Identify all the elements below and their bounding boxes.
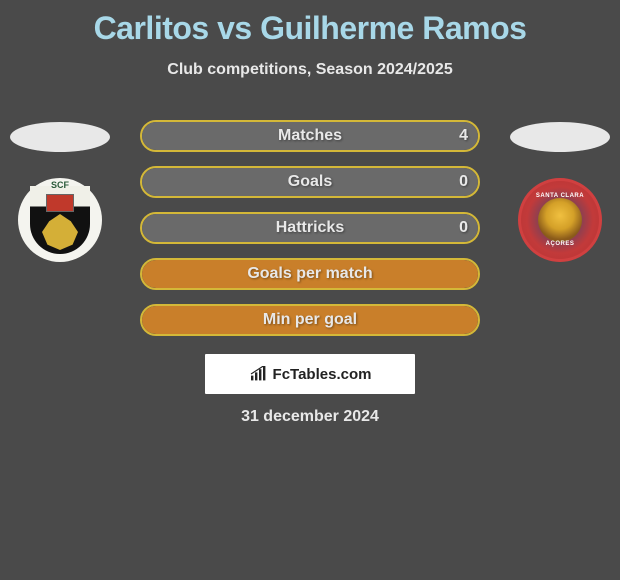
stat-value-right: 0 [459, 219, 468, 237]
bars-icon [249, 366, 269, 382]
stat-row: Goals 0 [140, 166, 480, 198]
club-text-bottom-right: AÇORES [521, 241, 599, 247]
club-badge-left: SCF [18, 178, 102, 262]
player-avatar-right [510, 122, 610, 152]
eagle-icon [538, 198, 582, 242]
stat-label: Goals per match [247, 265, 372, 283]
attribution-badge: FcTables.com [205, 354, 415, 394]
stat-label: Goals [288, 173, 332, 191]
stat-value-right: 4 [459, 127, 468, 145]
stat-label: Min per goal [263, 311, 357, 329]
scf-crest-icon [46, 194, 74, 212]
date-text: 31 december 2024 [0, 408, 620, 426]
club-abbrev-left: SCF [51, 180, 69, 190]
scf-shield-icon: SCF [30, 186, 90, 254]
player-avatar-left [10, 122, 110, 152]
stat-row: Matches 4 [140, 120, 480, 152]
page-title: Carlitos vs Guilherme Ramos [0, 0, 620, 47]
stat-row: Goals per match [140, 258, 480, 290]
stat-row: Min per goal [140, 304, 480, 336]
stats-container: Matches 4 Goals 0 Hattricks 0 Goals per match M… [140, 120, 480, 350]
stat-row: Hattricks 0 [140, 212, 480, 244]
club-badge-right: SANTA CLARA AÇORES [518, 178, 602, 262]
stat-label: Hattricks [276, 219, 344, 237]
subtitle: Club competitions, Season 2024/2025 [0, 61, 620, 79]
stat-value-right: 0 [459, 173, 468, 191]
scf-lion-icon [42, 214, 78, 250]
stat-label: Matches [278, 127, 342, 145]
attribution-text: FcTables.com [273, 366, 372, 383]
